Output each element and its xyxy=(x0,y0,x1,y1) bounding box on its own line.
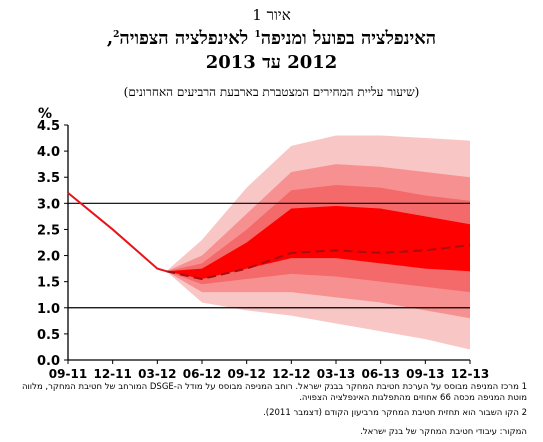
previous-forecast-line xyxy=(166,244,471,281)
y-tick-label-0: 0.0 xyxy=(37,354,60,369)
x-tick-label-8: 09-13 xyxy=(406,367,444,380)
title-part-a: האינפלציה בפועל ומניפה xyxy=(260,28,437,49)
footnote-2: 2 הקו השבור הוא תחזית חטיבת המחקר מרביעו… xyxy=(263,408,527,418)
y-tick-label-7: 3.5 xyxy=(37,171,60,186)
x-tick-label-5: 12-12 xyxy=(272,367,310,380)
title-sup-2: 2 xyxy=(113,30,120,40)
x-tick-label-9: 12-13 xyxy=(451,367,489,380)
y-tick-label-9: 4.5 xyxy=(37,119,60,134)
footnote-1: 1 מרכז המניפה מבוסס על הערכת חטיבת המחקר… xyxy=(21,382,527,403)
y-tick-label-2: 1.0 xyxy=(37,302,60,317)
title-sup-1: 1 xyxy=(254,30,261,40)
y-tick-label-6: 3.0 xyxy=(37,197,60,212)
x-tick-label-2: 03-12 xyxy=(138,367,176,380)
x-tick-label-0: 09-11 xyxy=(49,367,87,380)
title-part-end: , xyxy=(106,28,114,49)
y-tick-label-4: 2.0 xyxy=(37,250,60,265)
chart-subtitle: (שיעור עליית המחירים המצטברת בארבעת הרבי… xyxy=(123,85,420,99)
x-tick-label-3: 06-12 xyxy=(183,367,221,380)
chart-title-line2: 2012 עד 2013 xyxy=(205,52,338,73)
x-tick-label-4: 09-12 xyxy=(227,367,265,380)
y-tick-label-5: 2.5 xyxy=(37,223,60,238)
y-tick-label-1: 0.5 xyxy=(37,328,60,343)
y-tick-label-3: 1.5 xyxy=(37,276,60,291)
source-note: המקור: עיבודי חטיבת המחקר של בנק ישראל. xyxy=(360,427,527,437)
x-tick-label-7: 06-13 xyxy=(361,367,399,380)
actual-inflation-line xyxy=(67,192,167,273)
x-tick-label-1: 12-11 xyxy=(93,367,131,380)
title-part-b: לאינפלציה הצפויה xyxy=(119,28,255,49)
y-axis-unit: % xyxy=(38,106,52,122)
y-tick-label-8: 4.0 xyxy=(37,145,60,160)
figure-label: איור 1 xyxy=(252,6,291,24)
fan-chart: 0.0 0.5 1.0 1.5 2.0 2.5 3.0 3.5 4.0 4.5% 09-11 12-1… xyxy=(37,106,489,380)
fan-band-inner xyxy=(166,205,470,280)
x-tick-label-6: 03-13 xyxy=(317,367,355,380)
chart-title-line1: האינפלציה בפועל ומניפה1 לאינפלציה הצפויה… xyxy=(0,28,543,49)
